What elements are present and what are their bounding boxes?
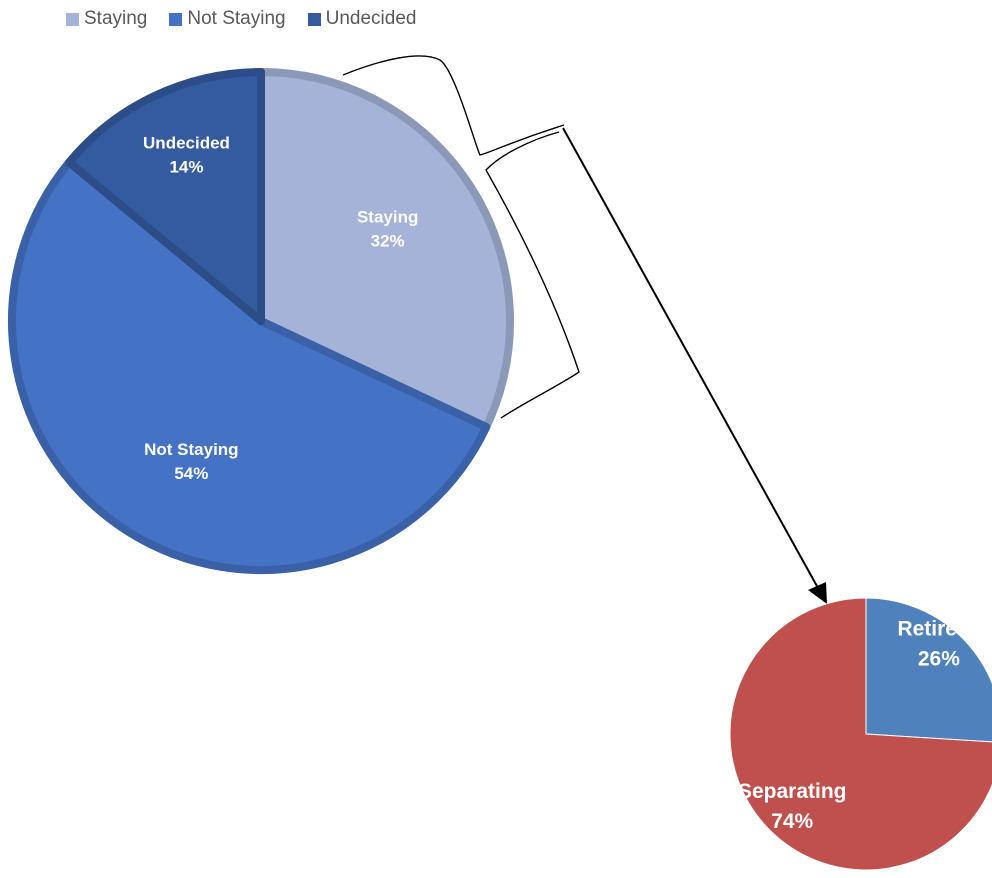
- main-pie: Staying 32% Not Staying 54% Undecided 14%: [8, 68, 514, 574]
- bracket-right: [485, 131, 580, 419]
- data-label-not-staying: Not Staying 54%: [144, 440, 238, 483]
- pie-slice-staying: [257, 68, 514, 432]
- pie-slice-undecided: [65, 68, 265, 325]
- legend-swatch-not-staying: [169, 12, 183, 26]
- pie-slice-separating: [729, 597, 992, 871]
- legend-label-staying: Staying: [84, 8, 148, 29]
- legend: Staying Not Staying Undecided: [66, 8, 416, 30]
- pie-slice-retirees: [865, 597, 992, 743]
- legend-label-undecided: Undecided: [325, 8, 417, 29]
- legend-label-not-staying: Not Staying: [187, 8, 286, 29]
- legend-swatch-undecided: [307, 12, 321, 26]
- arrow-head: [808, 582, 827, 604]
- data-label-retirees: Retirees 26%: [897, 618, 980, 671]
- sub-pie: Retirees 26% Separating 74%: [729, 597, 992, 871]
- data-label-separating: Separating 74%: [738, 780, 847, 833]
- legend-item-undecided: Undecided: [307, 8, 417, 30]
- legend-item-staying: Staying: [66, 8, 147, 30]
- arrow-line: [562, 127, 819, 589]
- data-label-undecided: Undecided 14%: [143, 134, 230, 177]
- legend-item-not-staying: Not Staying: [169, 8, 286, 30]
- bracket-top: [342, 55, 565, 156]
- pie-slice-not-staying: [8, 158, 491, 574]
- legend-swatch-staying: [66, 12, 79, 26]
- data-label-staying: Staying 32%: [357, 208, 418, 251]
- annotations: [342, 55, 827, 604]
